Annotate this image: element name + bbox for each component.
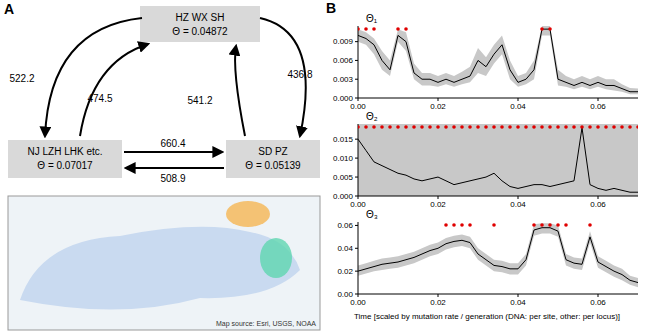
svg-text:0.06: 0.06 — [337, 221, 353, 230]
html-text:B: B — [326, 0, 337, 16]
svg-text:SD PZ: SD PZ — [258, 146, 287, 157]
svg-text:0.015: 0.015 — [333, 135, 354, 144]
svg-text:Map source: Esri, USGS, NOAA: Map source: Esri, USGS, NOAA — [216, 320, 316, 328]
svg-text:NJ LZH LHK etc.: NJ LZH LHK etc. — [27, 146, 102, 157]
html-text:Time [scaled by mutation rate: Time [scaled by mutation rate / generati… — [354, 312, 620, 321]
svg-text:0.005: 0.005 — [333, 173, 354, 182]
html-text:Θ₃: Θ₃ — [366, 209, 378, 220]
html-text:Θ₂: Θ₂ — [366, 111, 378, 122]
svg-text:0.04: 0.04 — [337, 244, 353, 253]
svg-text:0.010: 0.010 — [333, 154, 354, 163]
svg-text:0.00: 0.00 — [350, 200, 366, 209]
svg-text:0.04: 0.04 — [510, 102, 526, 111]
svg-text:0.04: 0.04 — [510, 200, 526, 209]
svg-text:660.4: 660.4 — [160, 138, 185, 149]
svg-text:0.009: 0.009 — [333, 37, 354, 46]
html-text:Θ₁: Θ₁ — [366, 13, 378, 24]
svg-text:0.02: 0.02 — [337, 267, 353, 276]
svg-text:0.003: 0.003 — [333, 75, 354, 84]
svg-text:Θ = 0.07017: Θ = 0.07017 — [37, 160, 93, 171]
svg-text:A: A — [4, 1, 14, 17]
svg-text:0.06: 0.06 — [590, 298, 606, 307]
svg-text:0.02: 0.02 — [430, 102, 446, 111]
svg-text:0.00: 0.00 — [337, 290, 353, 299]
svg-text:508.9: 508.9 — [160, 173, 185, 184]
svg-text:436.8: 436.8 — [287, 69, 312, 80]
svg-text:541.2: 541.2 — [187, 95, 212, 106]
svg-text:0.02: 0.02 — [430, 298, 446, 307]
svg-text:0.06: 0.06 — [590, 200, 606, 209]
svg-text:0.04: 0.04 — [510, 298, 526, 307]
svg-text:0.000: 0.000 — [333, 192, 354, 201]
svg-text:474.5: 474.5 — [87, 93, 112, 104]
svg-text:522.2: 522.2 — [9, 73, 34, 84]
svg-text:0.000: 0.000 — [333, 94, 354, 103]
svg-text:0.00: 0.00 — [350, 102, 366, 111]
svg-text:0.006: 0.006 — [333, 56, 354, 65]
svg-text:Θ = 0.05139: Θ = 0.05139 — [245, 160, 301, 171]
svg-text:0.06: 0.06 — [590, 102, 606, 111]
svg-text:0.02: 0.02 — [430, 200, 446, 209]
svg-text:Θ = 0.04872: Θ = 0.04872 — [172, 26, 228, 37]
svg-text:HZ WX SH: HZ WX SH — [176, 12, 225, 23]
svg-text:0.00: 0.00 — [350, 298, 366, 307]
